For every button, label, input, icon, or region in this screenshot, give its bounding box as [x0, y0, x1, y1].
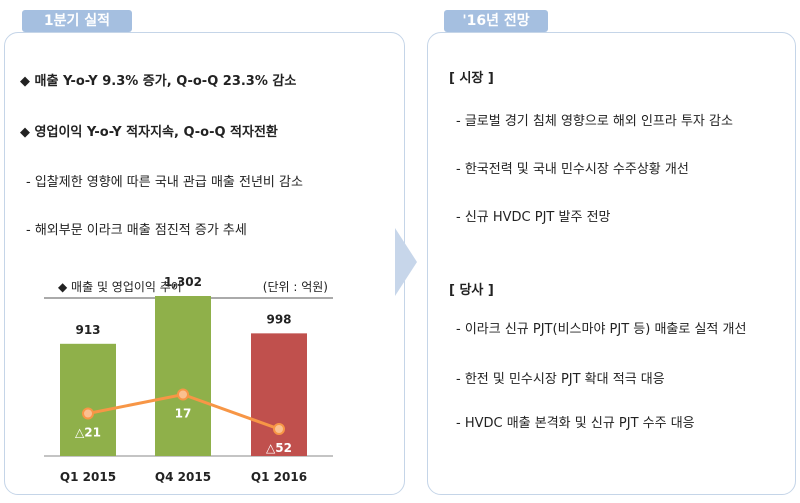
sales-value-label: 998: [266, 312, 291, 326]
bullet-sales: ◆ 매출 Y-o-Y 9.3% 증가, Q-o-Q 23.3% 감소: [20, 74, 297, 89]
sales-bar: [155, 296, 211, 456]
sales-bar: [60, 343, 116, 456]
company-item-hvdc: - HVDC 매출 본격화 및 신규 PJT 수주 대응: [456, 416, 695, 431]
profit-value-label: △52: [266, 441, 292, 455]
profit-point: [82, 407, 94, 420]
profit-point: [177, 388, 189, 401]
section-tab-q1-results: 1분기 실적: [22, 10, 132, 32]
chart-title: ◆ 매출 및 영업이익 추이: [58, 280, 182, 294]
sales-value-label: 913: [75, 323, 100, 337]
company-item-kepco: - 한전 및 민수시장 PJT 확대 적극 대응: [456, 372, 665, 387]
market-item-hvdc: - 신규 HVDC PJT 발주 전망: [456, 210, 611, 225]
sub-bullet-overseas: - 해외부문 이라크 매출 점진적 증가 추세: [26, 223, 247, 238]
flow-arrow-icon: [395, 228, 417, 296]
sub-bullet-domestic: - 입찰제한 영향에 따른 국내 관급 매출 전년비 감소: [26, 175, 303, 190]
chart-unit-label: (단위 : 억원): [263, 280, 328, 294]
sales-value-label: 1,302: [164, 275, 202, 289]
market-header: [ 시장 ]: [449, 71, 494, 86]
x-tick-label: Q1 2016: [251, 470, 307, 484]
profit-point: [273, 423, 285, 435]
company-header: [ 당사 ]: [449, 283, 494, 298]
outlook-panel: [427, 32, 796, 495]
market-item-global: - 글로벌 경기 침체 영향으로 해외 인프라 투자 감소: [456, 114, 733, 129]
section-tab-outlook: '16년 전망: [444, 10, 548, 32]
company-item-iraq: - 이라크 신규 PJT(비스마야 PJT 등) 매출로 실적 개선: [456, 322, 747, 337]
bullet-operating-profit: ◆ 영업이익 Y-o-Y 적자지속, Q-o-Q 적자전환: [20, 125, 278, 140]
x-tick-label: Q1 2015: [60, 470, 116, 484]
profit-value-label: 17: [175, 407, 192, 421]
sales-bar: [251, 333, 307, 456]
x-tick-label: Q4 2015: [155, 470, 211, 484]
profit-value-label: △21: [75, 426, 101, 440]
market-item-domestic: - 한국전력 및 국내 민수시장 수주상황 개선: [456, 162, 689, 177]
